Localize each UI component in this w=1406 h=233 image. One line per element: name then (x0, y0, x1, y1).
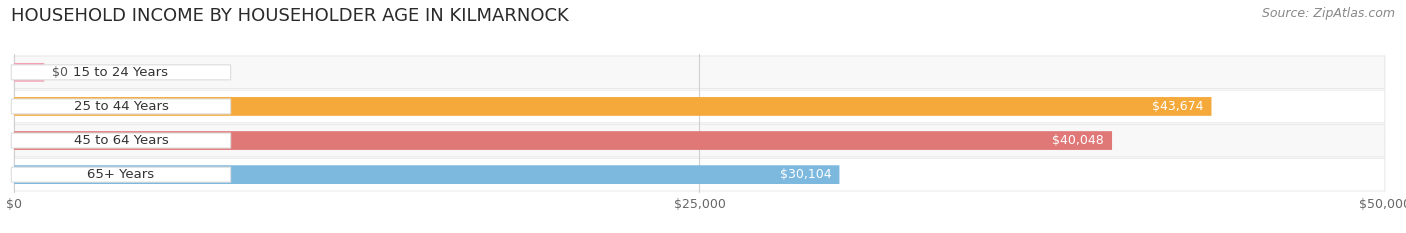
FancyBboxPatch shape (14, 90, 1385, 123)
Text: HOUSEHOLD INCOME BY HOUSEHOLDER AGE IN KILMARNOCK: HOUSEHOLD INCOME BY HOUSEHOLDER AGE IN K… (11, 7, 569, 25)
FancyBboxPatch shape (11, 133, 231, 148)
FancyBboxPatch shape (14, 56, 1385, 89)
FancyBboxPatch shape (14, 158, 1385, 191)
FancyBboxPatch shape (14, 97, 1212, 116)
Text: 15 to 24 Years: 15 to 24 Years (73, 66, 169, 79)
Text: $40,048: $40,048 (1052, 134, 1104, 147)
Text: Source: ZipAtlas.com: Source: ZipAtlas.com (1261, 7, 1395, 20)
FancyBboxPatch shape (11, 167, 231, 182)
FancyBboxPatch shape (14, 63, 44, 82)
FancyBboxPatch shape (14, 124, 1385, 157)
Text: $43,674: $43,674 (1152, 100, 1204, 113)
Text: $30,104: $30,104 (779, 168, 831, 181)
Text: 25 to 44 Years: 25 to 44 Years (73, 100, 169, 113)
FancyBboxPatch shape (11, 99, 231, 114)
Text: $0: $0 (52, 66, 69, 79)
Text: 45 to 64 Years: 45 to 64 Years (73, 134, 169, 147)
FancyBboxPatch shape (11, 65, 231, 80)
FancyBboxPatch shape (14, 131, 1112, 150)
Text: 65+ Years: 65+ Years (87, 168, 155, 181)
FancyBboxPatch shape (14, 165, 839, 184)
